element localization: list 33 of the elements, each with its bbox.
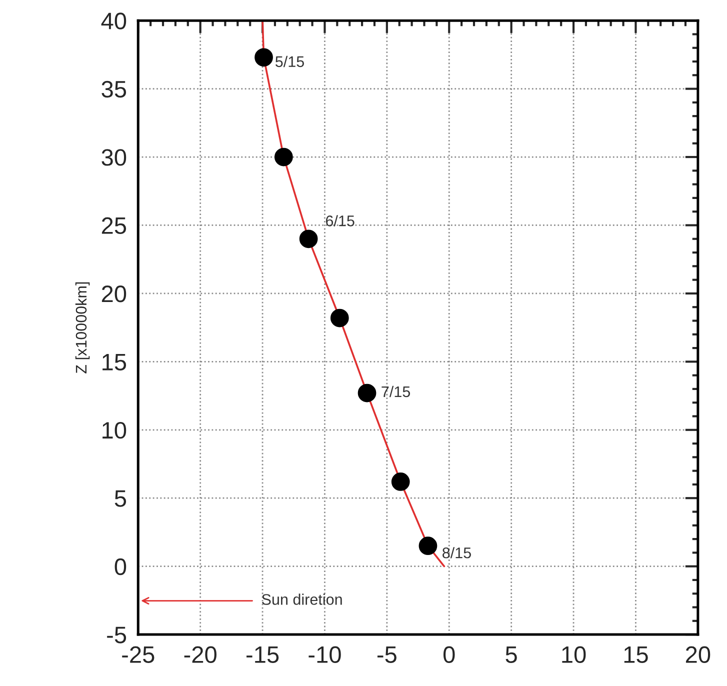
y-tick-label: 15 <box>102 354 126 370</box>
point <box>299 230 318 248</box>
x-tick-label: -15 <box>246 646 279 664</box>
x-tick-label: -10 <box>308 646 341 664</box>
point <box>418 536 438 556</box>
x-tick-label: 15 <box>624 646 648 664</box>
y-tick-label: 35 <box>102 80 126 98</box>
point <box>391 472 410 491</box>
y-axis-title: Z [x10000km] <box>75 282 90 374</box>
point <box>274 148 293 166</box>
y-tick-label: 40 <box>101 12 126 30</box>
x-tick-label: -25 <box>122 646 154 664</box>
annotation: Sun diretion <box>262 594 342 605</box>
y-tick-label: 30 <box>102 149 126 166</box>
x-tick-label: -5 <box>377 646 396 664</box>
annotation: 6/15 <box>326 215 354 226</box>
annotation: 7/15 <box>382 386 410 398</box>
x-tick-label: -20 <box>184 646 216 664</box>
y-tick-label: 25 <box>102 217 126 234</box>
x-tick-label: 10 <box>562 646 586 664</box>
y-tick-label: 10 <box>102 422 126 439</box>
x-tick-label: 20 <box>686 646 710 664</box>
x-tick-label: 5 <box>506 646 517 664</box>
y-tick-label: 20 <box>102 286 126 302</box>
annotation: 5/15 <box>275 56 304 68</box>
point <box>254 48 273 67</box>
point <box>358 384 376 402</box>
annotation: 8/15 <box>442 547 471 558</box>
y-tick-label: -5 <box>107 626 126 644</box>
y-tick-label: 0 <box>114 558 126 576</box>
y-tick-label: 5 <box>114 490 126 507</box>
x-tick-label: 0 <box>443 646 455 664</box>
point <box>330 308 349 328</box>
